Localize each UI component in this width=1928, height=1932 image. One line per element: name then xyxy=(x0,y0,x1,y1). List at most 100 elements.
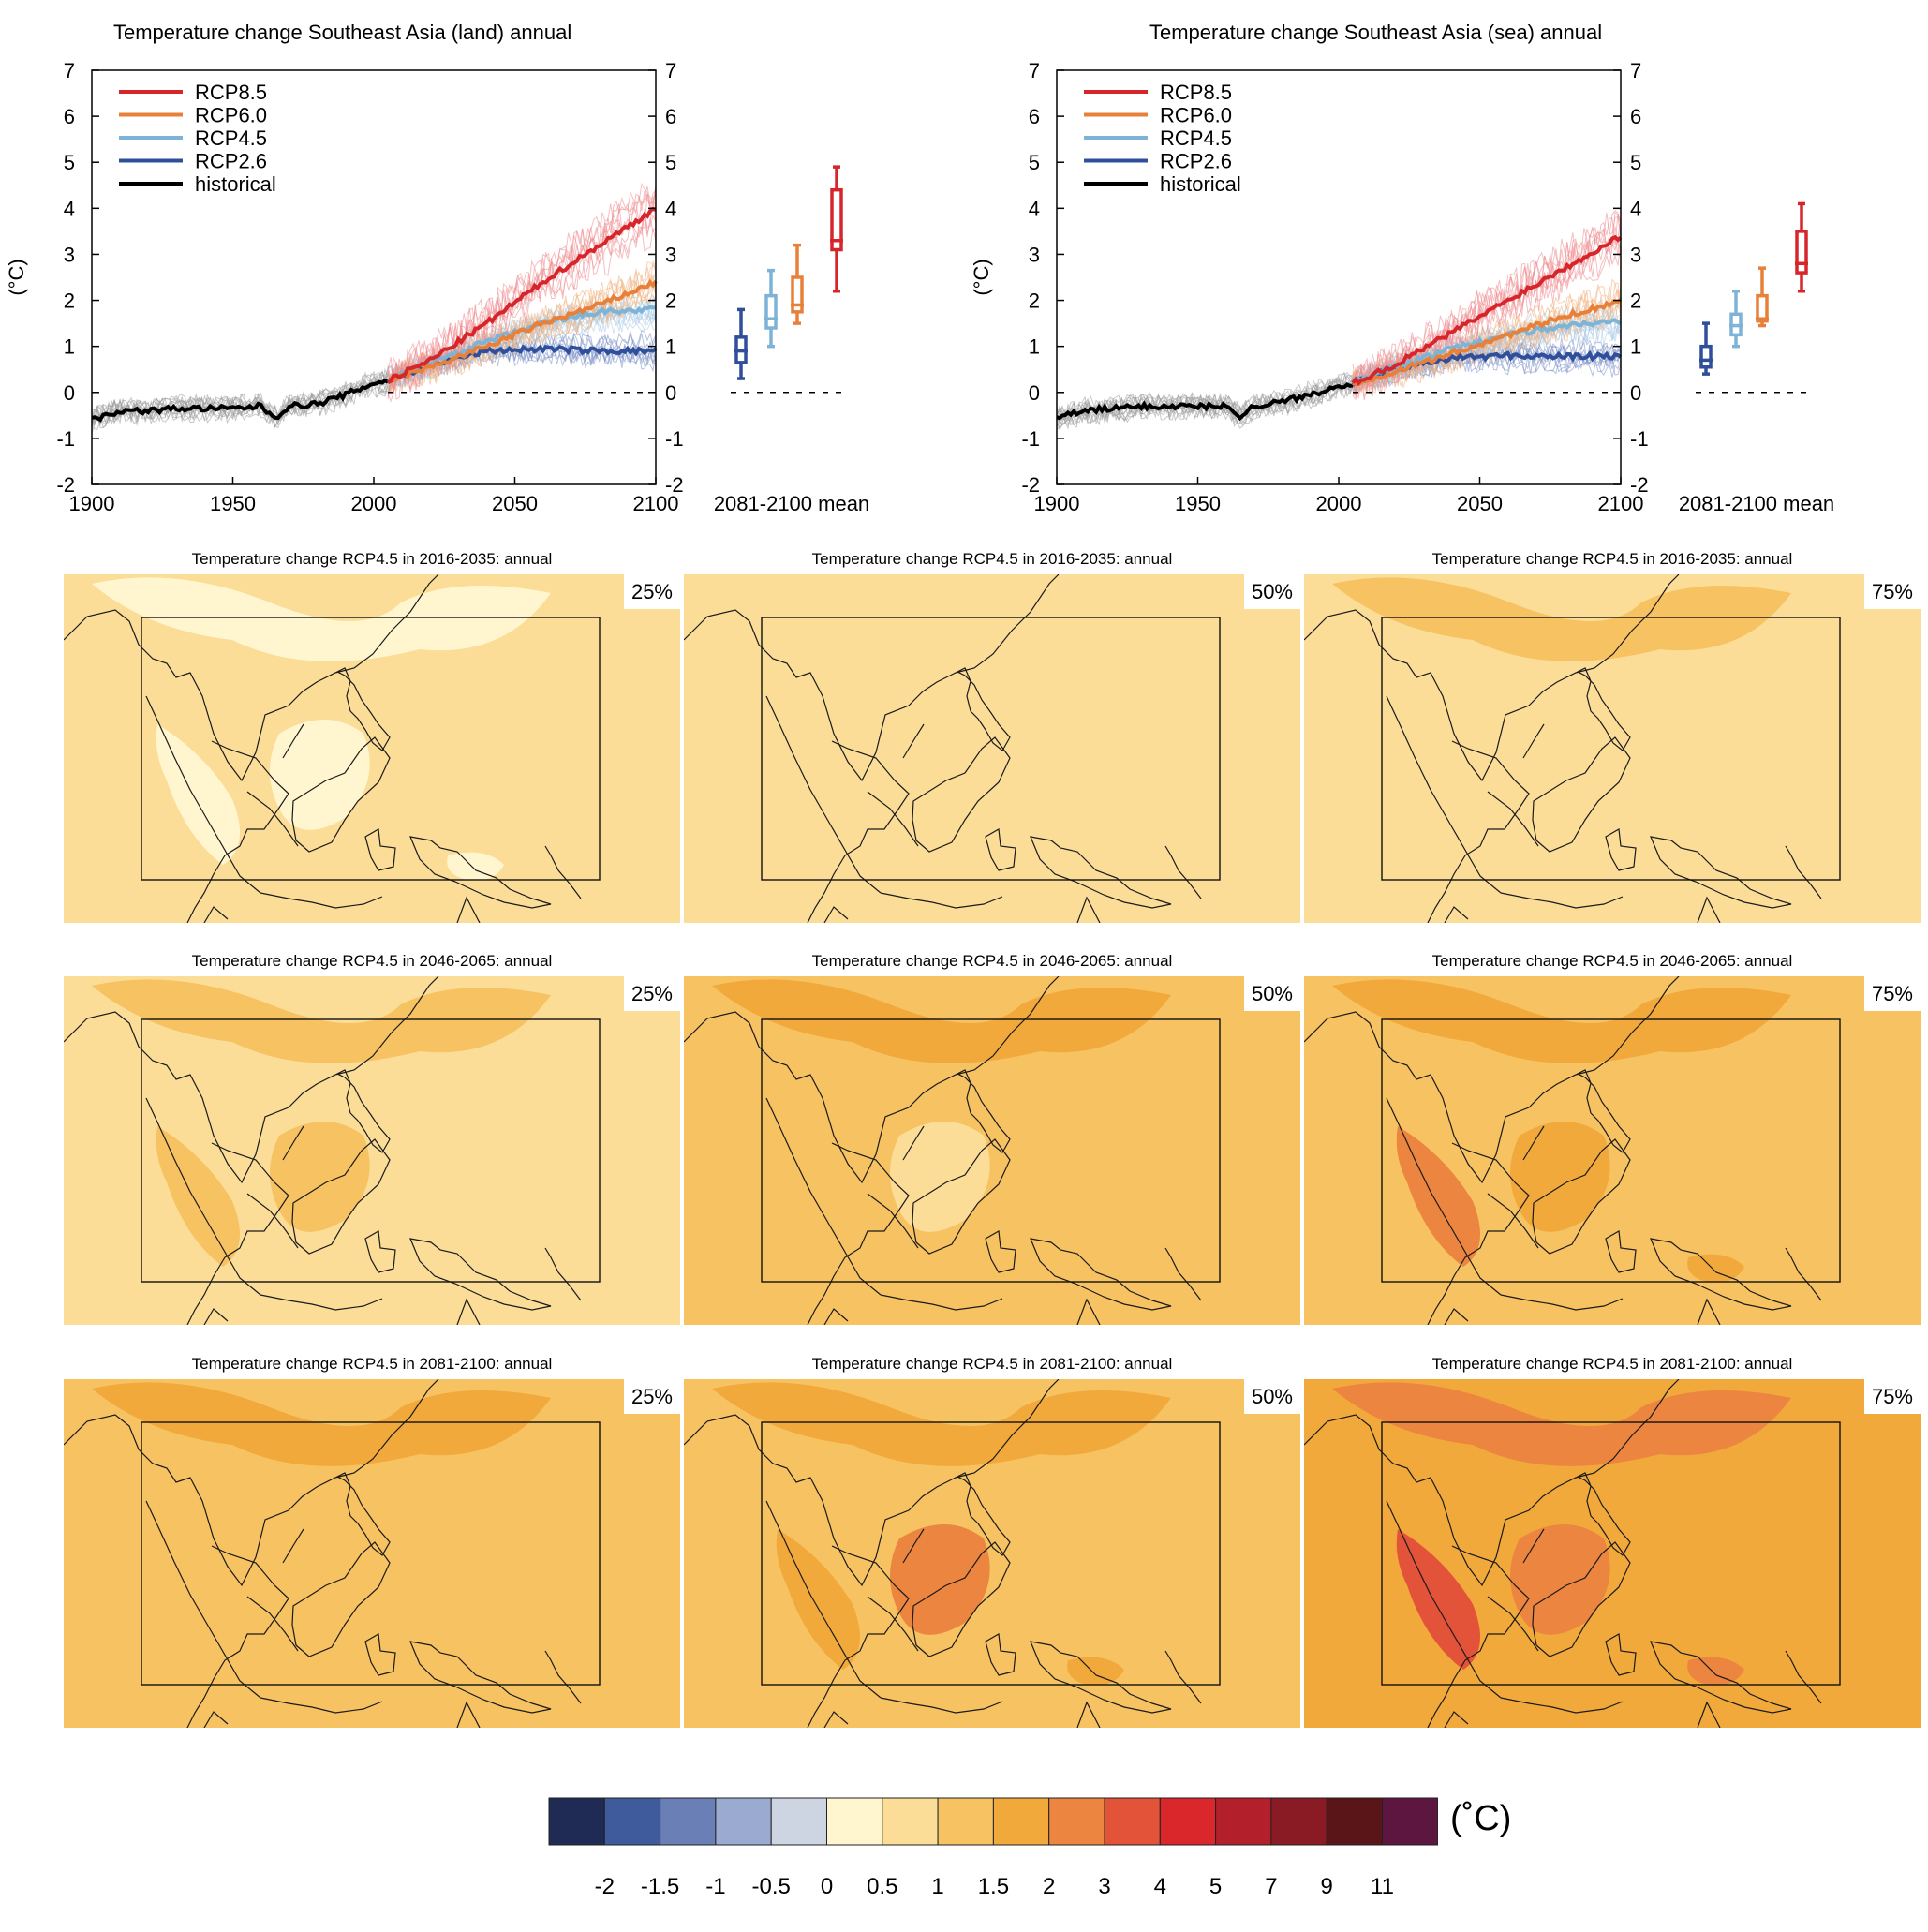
colorbar-tick-label: 0 xyxy=(820,1874,834,1899)
coastline xyxy=(456,896,481,923)
coastline xyxy=(1522,1125,1545,1161)
coastline xyxy=(1697,1701,1721,1728)
x-tick-label: 1900 xyxy=(1034,492,1080,515)
coastline xyxy=(823,906,849,923)
map-title: Temperature change RCP4.5 in 2016-2035: … xyxy=(191,550,553,568)
map-panel: Temperature change RCP4.5 in 2016-2035: … xyxy=(1304,550,1921,925)
legend-label: historical xyxy=(195,172,276,196)
sea-timeseries-panel: Temperature change Southeast Asia (sea) … xyxy=(965,0,1921,525)
map-contour-region xyxy=(1067,1657,1124,1686)
coastline xyxy=(64,1379,439,1587)
colorbar-tick-label: 0.5 xyxy=(867,1874,898,1899)
map-area xyxy=(1304,1379,1921,1728)
map-contour-region xyxy=(890,1524,990,1635)
map-contour-region xyxy=(712,979,1171,1063)
ensemble-member-line xyxy=(91,370,389,423)
coastline xyxy=(1650,1238,1792,1311)
y-tick-label-right: 6 xyxy=(1630,105,1641,128)
colorbar-tick-label: -1 xyxy=(705,1874,726,1899)
ensemble-member-line xyxy=(1352,288,1622,389)
map-area xyxy=(64,1379,680,1728)
series-mean-line-RCP8-5 xyxy=(387,206,657,385)
coastline xyxy=(1076,896,1101,923)
coastline xyxy=(1650,836,1792,909)
colorbar xyxy=(548,1797,1438,1846)
colorbar-tick-label: 1 xyxy=(931,1874,944,1899)
map-title: Temperature change RCP4.5 in 2081-2100: … xyxy=(1431,1355,1793,1373)
coastline xyxy=(1444,906,1469,923)
map-field xyxy=(684,1379,1300,1728)
coastline xyxy=(544,845,582,899)
map-contour-region xyxy=(712,1382,1171,1466)
coastline xyxy=(291,736,391,853)
region-box xyxy=(1381,617,1841,881)
map-area xyxy=(684,1379,1300,1728)
coastline xyxy=(64,976,439,1184)
y-tick-label-right: 7 xyxy=(1630,59,1641,82)
legend-label: historical xyxy=(1160,172,1241,196)
plot-frame xyxy=(1056,69,1622,485)
coastline xyxy=(1164,845,1202,899)
coastline xyxy=(684,976,1060,1184)
colorbar-tick-label: 2 xyxy=(1043,1874,1056,1899)
colorbar-segment xyxy=(548,1797,605,1846)
coastline xyxy=(956,1472,1011,1556)
coastline xyxy=(1386,695,1502,894)
coastline xyxy=(282,723,304,759)
region-box xyxy=(141,1018,601,1283)
land-timeseries-chart: (°C) -2 -2 -1 -1 0 0 1 1 2 2 3 3 4 4 5 5 6 6 7 7 1900 1950 2000… xyxy=(5,59,869,515)
coastline xyxy=(1386,1097,1502,1296)
coastline xyxy=(1030,1238,1172,1311)
colorbar-segment xyxy=(660,1797,717,1846)
coastline xyxy=(956,1069,1011,1153)
map-panel: Temperature change RCP4.5 in 2016-2035: … xyxy=(64,550,680,925)
y-tick-label-left: -1 xyxy=(56,427,75,451)
y-tick-label-left: 7 xyxy=(64,59,75,82)
coastline xyxy=(765,1097,882,1296)
coastline xyxy=(145,1097,261,1296)
coastline xyxy=(1576,667,1631,751)
y-tick-label-right: -2 xyxy=(1630,473,1649,497)
colorbar-tick-label: -2 xyxy=(594,1874,615,1899)
coastline xyxy=(1785,845,1822,899)
coastline xyxy=(145,695,261,894)
coastline xyxy=(1304,976,1680,1184)
map-contour-region xyxy=(1332,577,1791,661)
land-chart-title: Temperature change Southeast Asia (land)… xyxy=(113,21,572,44)
map-title: Temperature change RCP4.5 in 2046-2065: … xyxy=(811,952,1173,970)
region-box xyxy=(1381,1421,1841,1686)
coastline xyxy=(1487,1193,1539,1249)
map-contour-region xyxy=(156,724,240,865)
boxplot-RCP6-0 xyxy=(791,243,804,325)
y-tick-label-left: 2 xyxy=(1029,290,1040,313)
coastline xyxy=(409,1641,552,1714)
colorbar-tick-label: -0.5 xyxy=(751,1874,791,1899)
x-tick-label: 1900 xyxy=(69,492,115,515)
colorbar-segment xyxy=(1326,1797,1384,1846)
map-area xyxy=(1304,976,1921,1325)
y-tick-label-right: 2 xyxy=(1630,290,1641,313)
map-contour-region xyxy=(270,1122,370,1232)
ensemble-member-line xyxy=(91,379,389,428)
coastline xyxy=(902,1528,925,1564)
coastline xyxy=(1532,1541,1631,1657)
map-area xyxy=(684,574,1300,923)
coastline xyxy=(912,736,1011,853)
colorbar-segment xyxy=(715,1797,772,1846)
map-panel: Temperature change RCP4.5 in 2046-2065: … xyxy=(64,952,680,1327)
plot-frame xyxy=(91,69,657,485)
map-field xyxy=(1304,976,1921,1325)
coastline xyxy=(765,695,882,894)
ensemble-member-line xyxy=(1352,211,1622,397)
map-panel: Temperature change RCP4.5 in 2081-2100: … xyxy=(64,1355,680,1730)
map-title: Temperature change RCP4.5 in 2081-2100: … xyxy=(191,1355,553,1373)
colorbar-tick-label: 5 xyxy=(1209,1874,1223,1899)
ensemble-member-line xyxy=(1056,384,1354,431)
map-contour-region xyxy=(1332,979,1791,1063)
boxplot-box xyxy=(764,293,778,330)
map-field xyxy=(1304,1379,1921,1728)
coastline xyxy=(335,667,391,751)
colorbar-segment xyxy=(992,1797,1050,1846)
coastline xyxy=(880,892,1003,909)
map-contour-region xyxy=(1396,1126,1480,1267)
